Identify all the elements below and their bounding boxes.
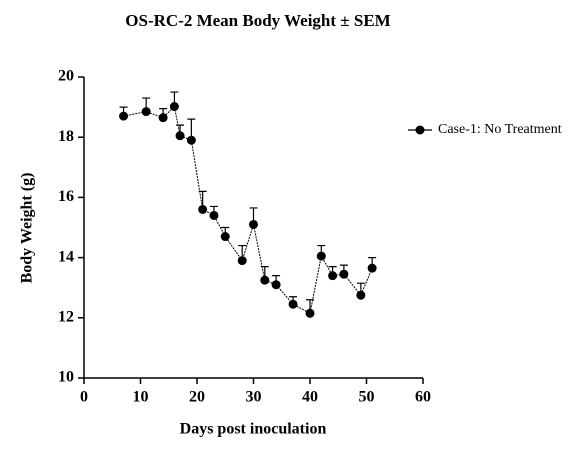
x-tick-label: 10 [133,389,149,406]
data-point [209,210,219,220]
data-point [367,263,377,273]
data-point [249,219,258,229]
data-point [305,308,315,318]
y-tick-label: 14 [58,248,74,265]
data-point [356,290,366,300]
data-point [260,275,270,285]
data-point [169,101,179,111]
legend-marker [415,125,425,135]
data-point [198,204,208,214]
x-tick-label: 30 [246,389,262,406]
data-point [237,256,247,266]
chart-title: OS-RC-2 Mean Body Weight ± SEM [125,11,390,30]
data-point [141,107,151,117]
data-point [288,299,298,309]
y-tick-label: 20 [58,68,74,85]
x-axis-label: Days post inoculation [180,421,327,438]
x-tick-label: 60 [415,389,431,406]
data-point [339,269,349,279]
x-tick-label: 20 [189,389,205,406]
data-point [271,280,281,290]
data-point [316,251,326,261]
x-tick-label: 40 [302,389,318,406]
data-point [220,232,230,242]
y-axis-label: Body Weight (g) [19,173,36,284]
data-point [119,111,129,121]
y-tick-label: 16 [58,188,74,205]
series-line [123,105,373,315]
x-tick-label: 0 [80,389,88,406]
data-point [158,113,168,123]
x-tick-label: 50 [359,389,375,406]
data-point [186,135,196,145]
y-tick-label: 18 [58,128,74,145]
y-tick-label: 10 [58,369,74,386]
data-point [175,131,185,141]
data-point [328,271,338,281]
y-tick-label: 12 [58,308,74,325]
legend-label: Case-1: No Treatment [438,122,562,137]
